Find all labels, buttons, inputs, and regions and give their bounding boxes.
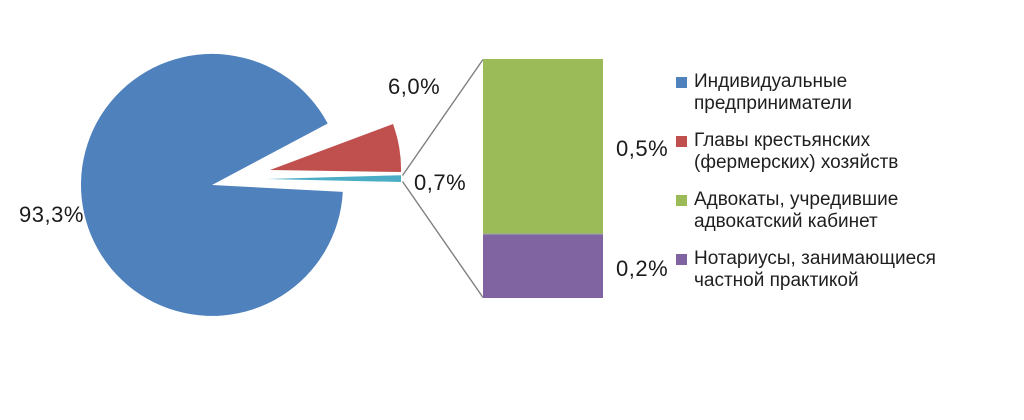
data-label-bar-advocates: 0,5% [616, 136, 669, 161]
legend-item-farm-heads: Главы крестьянских (фермерских) хозяйств [676, 130, 1016, 174]
legend-item-notaries: Нотариусы, занимающиеся частной практико… [676, 248, 1016, 292]
legend-item-advocates: Адвокаты, учредившие адвокатский кабинет [676, 189, 1016, 233]
connector-line-top [401, 59, 484, 176]
legend-swatch-red-icon [676, 136, 687, 147]
legend-item-label: Адвокаты, учредившие адвокатский кабинет [694, 189, 899, 232]
legend-swatch-purple-icon [676, 254, 687, 265]
chart-legend: Индивидуальные предприниматели Главы кре… [676, 71, 1016, 307]
connector-line-bottom [401, 181, 484, 298]
legend-item-label: Нотариусы, занимающиеся частной практико… [694, 248, 936, 291]
pie-slice-main [80, 53, 343, 316]
data-label-other-slice: 0,7% [414, 170, 467, 195]
data-label-secondary-slice: 6,0% [388, 74, 441, 99]
legend-swatch-green-icon [676, 195, 687, 206]
legend-swatch-blue-icon [676, 77, 687, 88]
pie-slice-other [267, 175, 402, 182]
legend-item-entrepreneurs: Индивидуальные предприниматели [676, 71, 1016, 115]
legend-item-label: Главы крестьянских (фермерских) хозяйств [694, 130, 899, 173]
data-label-bar-notaries: 0,2% [616, 256, 669, 281]
data-label-main-slice: 93,3% [19, 202, 84, 227]
legend-item-label: Индивидуальные предприниматели [694, 71, 853, 114]
pie-slice-secondary [270, 124, 402, 172]
bar-segment-advocates [483, 59, 603, 234]
bar-segment-notaries [483, 234, 603, 298]
